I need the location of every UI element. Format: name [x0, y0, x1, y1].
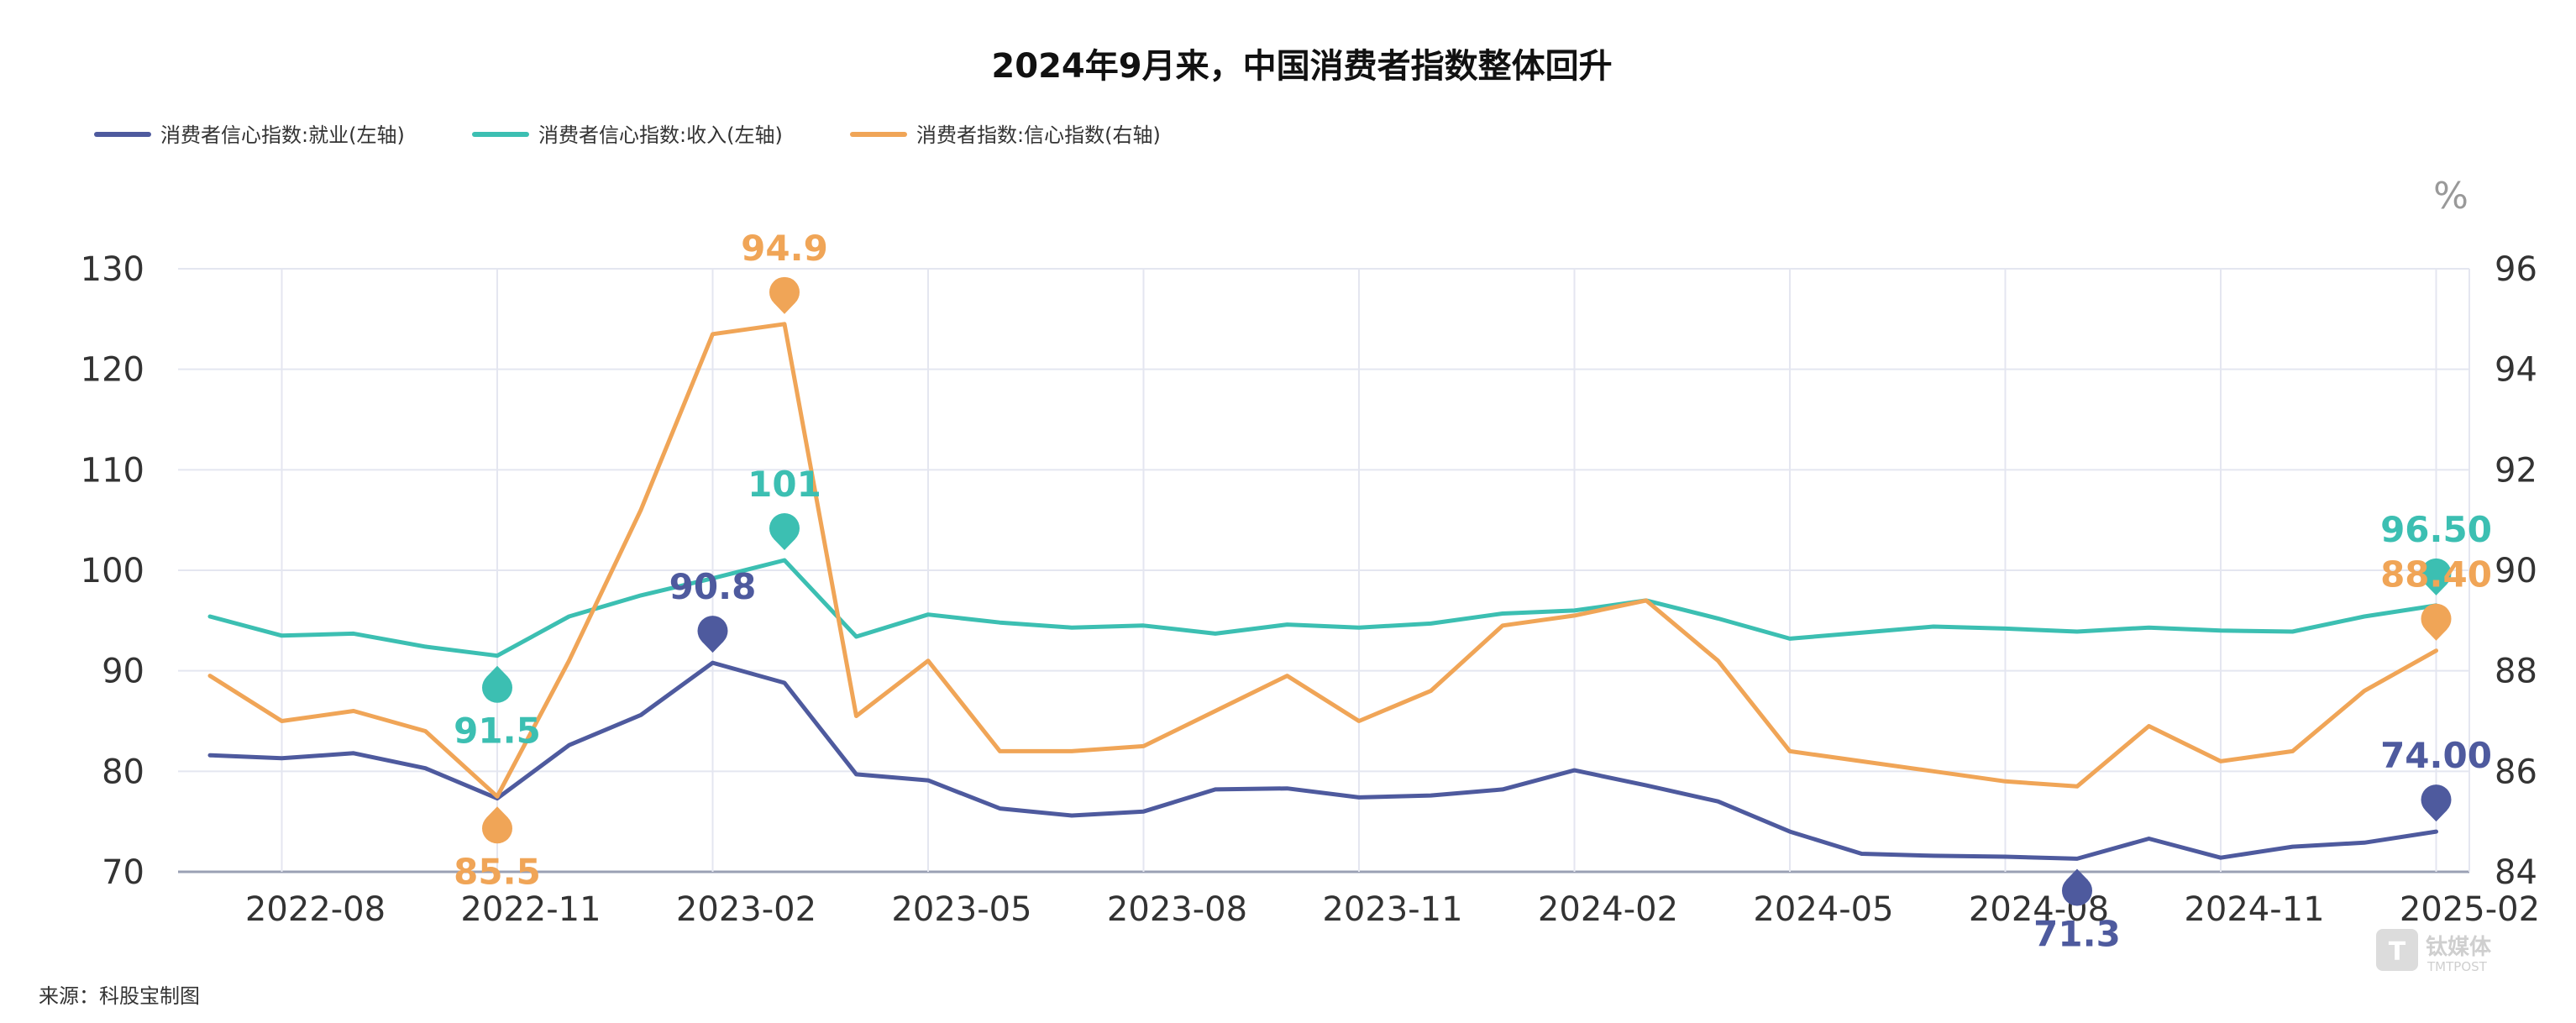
legend-label-1: 消费者信心指数:就业(左轴): [160, 123, 405, 147]
marker-pin-head: [2421, 784, 2452, 816]
legend: 消费者信心指数:就业(左轴) 消费者信心指数:收入(左轴) 消费者指数:信心指数(右…: [94, 123, 1161, 147]
left-tick-label: 80: [102, 753, 144, 791]
series-line-3: [207, 322, 2438, 799]
left-tick-label: 100: [81, 552, 144, 590]
x-axis: 2022-08 2022-11 2023-02 2023-05 2023-08 2023-…: [245, 890, 2540, 929]
watermark: T 钛媒体 TMTPOST: [2376, 929, 2492, 974]
data-label: 101: [748, 464, 821, 505]
marker-pin-head: [482, 672, 512, 703]
grid: [178, 268, 2470, 873]
x-tick-label: 2022-11: [460, 890, 601, 929]
marker-pin-3-2: [769, 276, 800, 314]
watermark-subtext: TMTPOST: [2426, 959, 2488, 974]
left-tick-label: 130: [81, 250, 144, 289]
right-tick-label: 94: [2495, 351, 2537, 390]
source-note: 来源：科股宝制图: [39, 984, 200, 1008]
x-tick-label: 2024-05: [1753, 890, 1893, 929]
marker-pin-2-2: [769, 513, 800, 551]
right-tick-label: 90: [2495, 552, 2537, 590]
right-axis: 84 86 88 90 92 94 96: [2495, 250, 2537, 892]
x-tick-label: 2023-05: [891, 890, 1031, 929]
watermark-logo-icon: [2376, 929, 2418, 971]
marker-pin-2-3: [2421, 558, 2452, 595]
watermark-logo-glyph: T: [2389, 937, 2406, 967]
marker-pin-head: [2062, 875, 2092, 906]
left-axis: 70 80 90 100 110 120 130: [81, 250, 144, 892]
right-tick-label: 96: [2495, 250, 2537, 289]
marker-pin-head: [2421, 558, 2452, 589]
data-label: 96.50: [2380, 509, 2492, 550]
data-label: 74.00: [2380, 735, 2492, 776]
x-tick-label: 2025-02: [2400, 890, 2540, 929]
marker-pin-head: [697, 616, 728, 647]
marker-pin-3-3: [2421, 603, 2452, 641]
x-tick-label: 2023-02: [676, 890, 816, 929]
left-tick-label: 110: [81, 451, 144, 490]
left-tick-label: 70: [102, 853, 144, 892]
x-tick-label: 2023-08: [1107, 890, 1247, 929]
x-tick-label: 2024-02: [1538, 890, 1678, 929]
marker-pin-head: [482, 813, 512, 844]
data-label: 90.8: [669, 566, 757, 607]
marker-pin-1-2: [2062, 868, 2092, 906]
marker-pin-1-3: [2421, 784, 2452, 822]
marker-pin-1-1: [697, 616, 728, 653]
right-axis-unit: %: [2433, 175, 2468, 218]
series-line-1: [207, 660, 2438, 861]
series-lines: [207, 322, 2438, 861]
data-label: 85.5: [454, 851, 541, 892]
right-tick-label: 92: [2495, 451, 2537, 490]
legend-label-3: 消费者指数:信心指数(右轴): [916, 123, 1161, 147]
data-label: 91.5: [454, 711, 541, 752]
right-tick-label: 84: [2495, 853, 2537, 892]
data-label: 94.9: [741, 228, 828, 269]
right-tick-label: 88: [2495, 653, 2537, 691]
marker-pin-head: [769, 513, 800, 544]
x-tick-label: 2023-11: [1322, 890, 1462, 929]
right-tick-label: 86: [2495, 753, 2537, 791]
series-marks: 90.8 71.3 74.00 91.5 101 96.50 85.5 94.9 88.40: [454, 228, 2492, 955]
marker-pin-head: [769, 276, 800, 307]
series-line-2: [207, 558, 2438, 658]
legend-label-2: 消费者信心指数:收入(左轴): [538, 123, 783, 147]
watermark-text: 钛媒体: [2426, 935, 2492, 960]
left-tick-label: 90: [102, 653, 144, 691]
x-tick-label: 2024-11: [2184, 890, 2324, 929]
left-tick-label: 120: [81, 351, 144, 390]
marker-pin-head: [2421, 603, 2452, 634]
data-label: 71.3: [2033, 913, 2121, 954]
data-label: 88.40: [2380, 554, 2492, 595]
chart-title: 2024年9月来，中国消费者指数整体回升: [991, 47, 1612, 86]
marker-pin-2-1: [482, 665, 512, 703]
x-tick-label: 2022-08: [245, 890, 386, 929]
marker-pin-3-1: [482, 806, 512, 844]
